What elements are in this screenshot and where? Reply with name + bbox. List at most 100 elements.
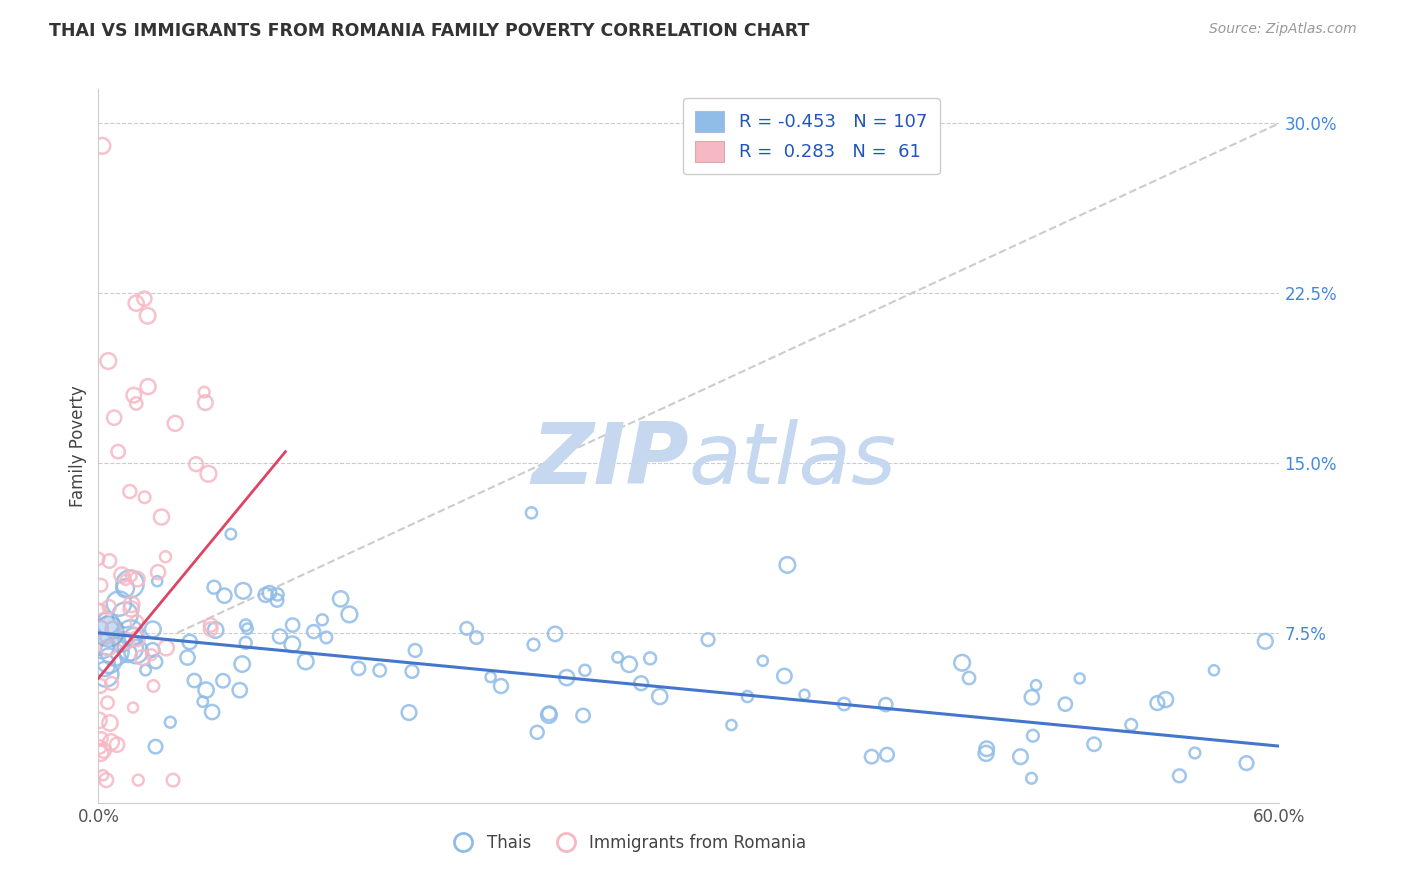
Point bbox=[537, 708, 560, 723]
Point bbox=[398, 706, 420, 720]
Point bbox=[122, 388, 145, 402]
Point bbox=[89, 739, 111, 754]
Point bbox=[544, 627, 567, 641]
Point bbox=[89, 602, 111, 616]
Text: atlas: atlas bbox=[689, 418, 897, 502]
Point bbox=[120, 602, 142, 616]
Point bbox=[302, 624, 325, 639]
Point bbox=[1236, 756, 1258, 771]
Point bbox=[91, 768, 114, 782]
Point bbox=[146, 565, 169, 579]
Point bbox=[141, 648, 163, 662]
Point bbox=[100, 676, 122, 690]
Text: ZIP: ZIP bbox=[531, 418, 689, 502]
Point bbox=[193, 385, 215, 400]
Point bbox=[100, 735, 122, 749]
Point bbox=[219, 527, 242, 541]
Point bbox=[98, 654, 121, 668]
Point bbox=[114, 573, 136, 587]
Point bbox=[456, 621, 478, 635]
Point bbox=[120, 625, 142, 640]
Point bbox=[1254, 634, 1277, 648]
Point bbox=[87, 551, 110, 566]
Point bbox=[125, 296, 148, 310]
Point bbox=[231, 657, 253, 671]
Point bbox=[1168, 769, 1191, 783]
Point bbox=[127, 773, 149, 788]
Point bbox=[619, 657, 641, 672]
Point bbox=[281, 618, 304, 632]
Point bbox=[91, 138, 114, 153]
Point bbox=[1121, 718, 1143, 732]
Point bbox=[776, 558, 799, 572]
Point bbox=[150, 510, 173, 524]
Point bbox=[135, 663, 157, 677]
Point bbox=[574, 663, 596, 677]
Point bbox=[155, 640, 177, 655]
Point bbox=[347, 661, 370, 675]
Point bbox=[526, 725, 548, 739]
Point bbox=[368, 664, 391, 678]
Point bbox=[235, 618, 257, 632]
Point bbox=[950, 656, 973, 670]
Point bbox=[329, 591, 352, 606]
Point bbox=[1146, 696, 1168, 710]
Point bbox=[120, 569, 142, 583]
Point bbox=[121, 597, 143, 611]
Point bbox=[638, 651, 661, 665]
Point bbox=[136, 379, 159, 393]
Point bbox=[98, 716, 121, 731]
Point bbox=[572, 708, 595, 723]
Point bbox=[1022, 729, 1045, 743]
Point bbox=[103, 410, 125, 425]
Point bbox=[96, 773, 118, 788]
Point bbox=[1010, 749, 1032, 764]
Point bbox=[90, 746, 112, 760]
Point bbox=[876, 747, 898, 762]
Point bbox=[793, 688, 815, 702]
Point bbox=[520, 506, 543, 520]
Point bbox=[522, 638, 544, 652]
Point bbox=[127, 572, 149, 586]
Point bbox=[200, 618, 222, 632]
Point bbox=[197, 467, 219, 481]
Point bbox=[1025, 678, 1047, 692]
Point bbox=[1154, 692, 1177, 706]
Point bbox=[115, 633, 138, 648]
Point bbox=[259, 586, 281, 600]
Point bbox=[479, 670, 502, 684]
Point bbox=[201, 705, 224, 719]
Point bbox=[315, 631, 337, 645]
Point bbox=[114, 581, 136, 595]
Point bbox=[96, 631, 118, 645]
Point bbox=[266, 593, 288, 607]
Point bbox=[1021, 771, 1043, 785]
Point bbox=[142, 643, 165, 657]
Point bbox=[118, 484, 141, 499]
Point bbox=[93, 743, 115, 757]
Point bbox=[404, 643, 426, 657]
Point bbox=[1021, 690, 1043, 705]
Point bbox=[125, 396, 148, 410]
Point bbox=[555, 671, 578, 685]
Point bbox=[1054, 697, 1077, 711]
Point bbox=[974, 747, 997, 761]
Point bbox=[606, 650, 628, 665]
Point bbox=[339, 607, 361, 622]
Point bbox=[87, 714, 110, 728]
Point bbox=[311, 613, 333, 627]
Point bbox=[122, 630, 145, 644]
Point bbox=[1069, 672, 1091, 686]
Point bbox=[94, 667, 117, 681]
Point bbox=[111, 568, 134, 582]
Point bbox=[97, 640, 120, 655]
Point bbox=[194, 395, 217, 409]
Point bbox=[648, 690, 671, 704]
Point bbox=[184, 457, 207, 471]
Point bbox=[98, 599, 121, 614]
Point bbox=[114, 607, 136, 622]
Point bbox=[191, 695, 214, 709]
Point bbox=[136, 309, 159, 323]
Point bbox=[254, 588, 277, 602]
Point bbox=[134, 292, 156, 306]
